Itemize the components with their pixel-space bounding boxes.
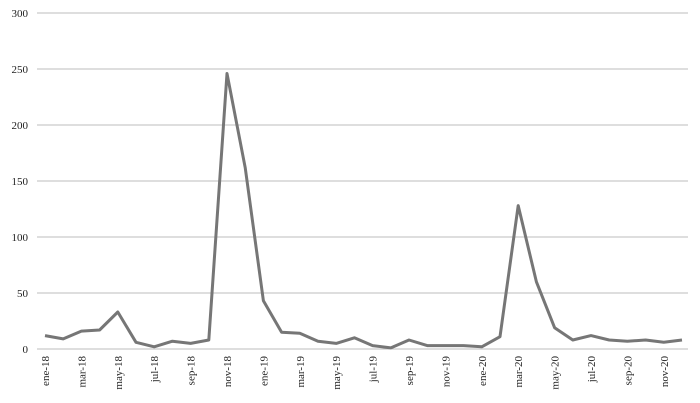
x-tick-label: mar-18 [76,356,88,388]
y-tick-label: 200 [12,120,29,132]
y-tick-label: 250 [12,64,29,76]
x-tick-label: sep-18 [186,356,198,386]
x-tick-label: mar-20 [513,356,525,388]
x-tick-label: ene-18 [40,356,52,386]
x-tick-label: ene-20 [477,356,489,386]
y-tick-label: 0 [23,344,29,356]
y-tick-label: 50 [17,288,29,300]
x-tick-label: sep-20 [622,356,634,386]
data-line [44,72,683,350]
y-tick-label: 300 [12,8,29,20]
x-tick-label: jul-19 [368,356,380,384]
x-tick-label: mar-19 [295,356,307,388]
x-tick-label: nov-19 [440,356,452,388]
x-tick-label: nov-20 [659,356,671,388]
x-tick-label: sep-19 [404,356,416,386]
x-tick-label: jul-20 [586,356,598,384]
x-tick-label: ene-19 [258,356,270,386]
y-tick-label: 100 [12,232,29,244]
x-tick-label: nov-18 [222,356,234,388]
x-tick-label: may-18 [113,356,125,390]
y-tick-label: 150 [12,176,29,188]
x-tick-label: may-20 [550,356,562,390]
x-tick-label: jul-18 [149,356,161,384]
x-tick-label: may-19 [331,356,343,390]
